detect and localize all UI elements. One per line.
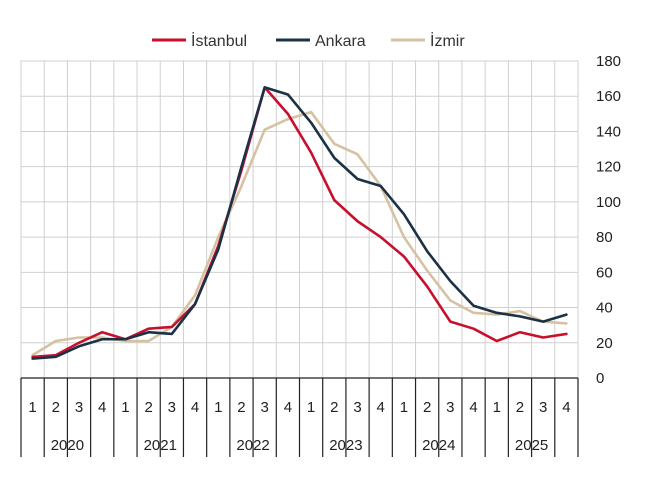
y-tick-label: 140 bbox=[596, 123, 621, 140]
y-tick-label: 40 bbox=[596, 300, 613, 317]
x-tick-label: 2 bbox=[144, 399, 152, 416]
x-tick-label: 1 bbox=[307, 399, 315, 416]
x-tick-label: 1 bbox=[121, 399, 129, 416]
legend-label-0: İstanbul bbox=[191, 31, 247, 50]
x-tick-label: 1 bbox=[400, 399, 408, 416]
y-tick-label: 160 bbox=[596, 88, 621, 105]
y-axis-ticks: 0 20 40 60 80 100 120 140 160 180 bbox=[596, 53, 621, 387]
x-tick-label: 2 bbox=[330, 399, 338, 416]
x-tick-label: 3 bbox=[75, 399, 83, 416]
x-tick-label: 1 bbox=[28, 399, 36, 416]
gridlines bbox=[20, 60, 579, 379]
y-tick-label: 100 bbox=[596, 194, 621, 211]
legend-label-2: İzmir bbox=[430, 31, 465, 50]
legend-label-1: Ankara bbox=[315, 33, 366, 50]
x-tick-label: 3 bbox=[168, 399, 176, 416]
x-year-label: 2020 bbox=[51, 437, 84, 454]
legend: İstanbul Ankara İzmir bbox=[152, 31, 465, 50]
series-lines bbox=[31, 86, 568, 360]
x-tick-label: 1 bbox=[214, 399, 222, 416]
y-tick-label: 20 bbox=[596, 335, 613, 352]
x-tick-label: 2 bbox=[423, 399, 431, 416]
x-tick-label: 2 bbox=[516, 399, 524, 416]
x-tick-label: 2 bbox=[237, 399, 245, 416]
x-tick-label: 3 bbox=[446, 399, 454, 416]
x-tick-label: 4 bbox=[377, 399, 385, 416]
x-tick-label: 3 bbox=[261, 399, 269, 416]
y-tick-label: 60 bbox=[596, 264, 613, 281]
x-year-label: 2024 bbox=[422, 437, 455, 454]
x-tick-label: 4 bbox=[191, 399, 199, 416]
x-tick-label: 3 bbox=[353, 399, 361, 416]
x-tick-label: 3 bbox=[539, 399, 547, 416]
x-tick-label: 4 bbox=[469, 399, 477, 416]
x-tick-label: 4 bbox=[562, 399, 570, 416]
x-year-label: 2021 bbox=[144, 437, 177, 454]
x-tick-label: 1 bbox=[493, 399, 501, 416]
y-tick-label: 180 bbox=[596, 53, 621, 70]
x-year-label: 2023 bbox=[329, 437, 362, 454]
y-tick-label: 120 bbox=[596, 159, 621, 176]
x-tick-label: 4 bbox=[284, 399, 292, 416]
x-year-label: 2025 bbox=[515, 437, 548, 454]
series-line-1 bbox=[31, 86, 568, 360]
x-year-label: 2022 bbox=[236, 437, 269, 454]
x-tick-label: 2 bbox=[52, 399, 60, 416]
y-tick-label: 0 bbox=[596, 370, 604, 387]
y-tick-label: 80 bbox=[596, 229, 613, 246]
x-tick-label: 4 bbox=[98, 399, 106, 416]
